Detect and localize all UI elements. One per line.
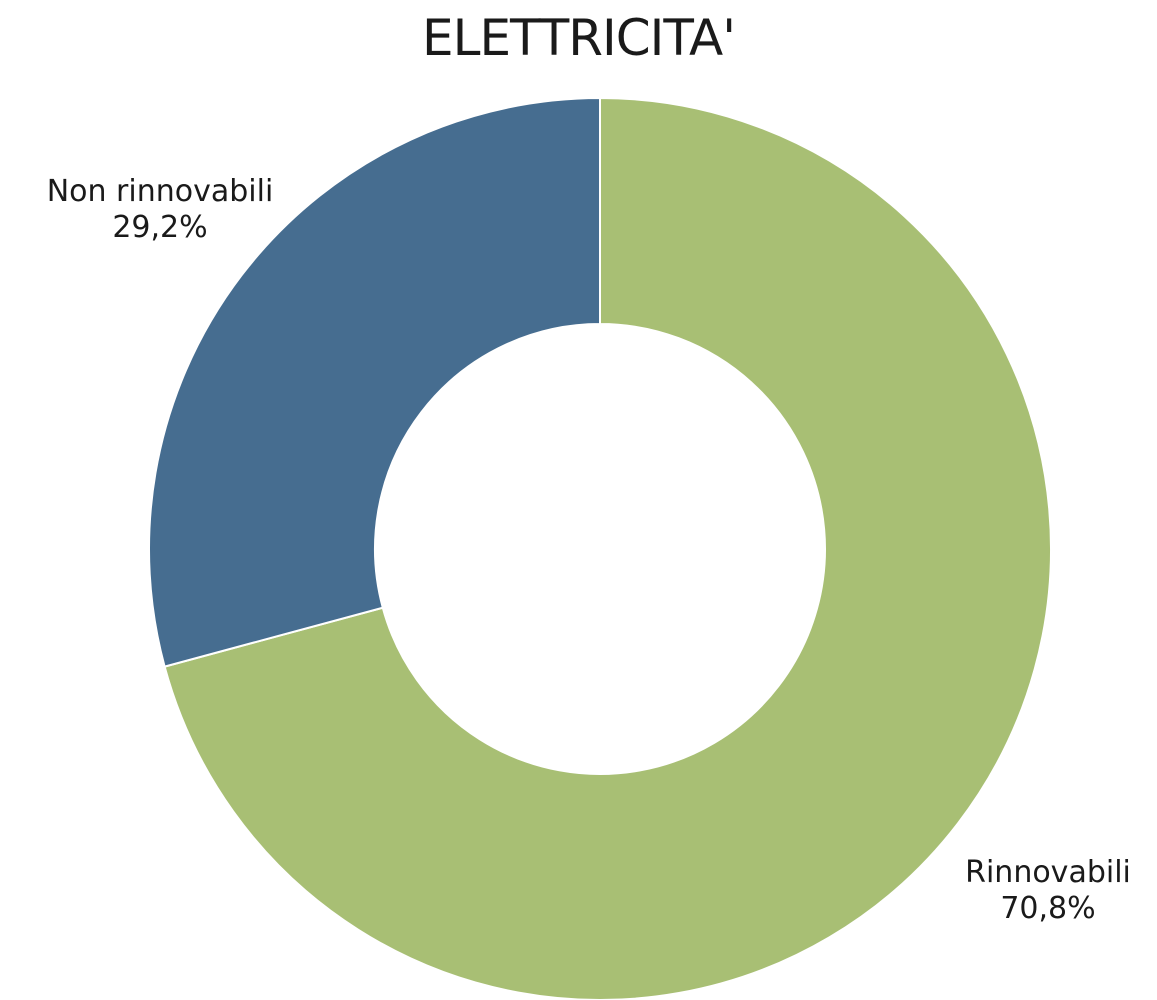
donut-slice-rinnovabili (163, 96, 1052, 1000)
slice-value-rinnovabili: 70,8% (1000, 891, 1096, 926)
slice-name-non-rinnovabili: Non rinnovabili (46, 174, 274, 209)
donut-slice-non-rinnovabili (148, 96, 601, 668)
slice-label-non-rinnovabili: Non rinnovabili 29,2% (40, 174, 280, 246)
slice-label-rinnovabili: Rinnovabili 70,8% (948, 855, 1148, 927)
chart-title: ELETTRICITA' (422, 9, 736, 67)
slice-value-non-rinnovabili: 29,2% (112, 210, 208, 245)
slice-name-rinnovabili: Rinnovabili (965, 855, 1131, 890)
